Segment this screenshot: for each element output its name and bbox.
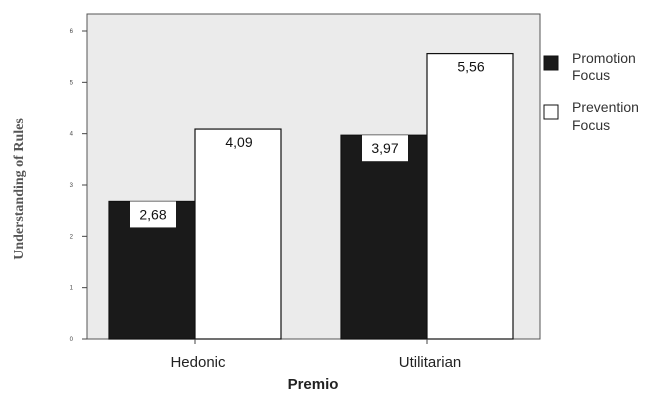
- x-axis-title: Premio: [288, 376, 339, 393]
- data-label-box: [130, 201, 176, 228]
- y-tick-label: 5: [70, 80, 74, 86]
- legend-label-promotion-line1: Promotion: [572, 50, 636, 66]
- data-label: 4,09: [225, 134, 252, 150]
- y-tick-label: 2: [70, 234, 74, 240]
- legend-label-prevention-line2: Focus: [572, 117, 610, 133]
- y-tick-label: 1: [70, 286, 74, 292]
- y-axis: 0 1 2 3 4 5 6: [70, 29, 87, 343]
- legend-swatch-prevention: [543, 104, 559, 120]
- legend-label-promotion-line2: Focus: [572, 67, 610, 83]
- y-axis-title: Understanding of Rules: [12, 118, 27, 260]
- y-tick-label: 0: [70, 337, 74, 343]
- bar-promotion-utilitarian: [340, 134, 428, 340]
- legend-swatch-promotion: [543, 55, 559, 71]
- y-tick-label: 3: [70, 183, 74, 189]
- x-category-label: Hedonic: [170, 354, 226, 371]
- x-category-label: Utilitarian: [399, 354, 462, 371]
- data-label: 3,97: [371, 140, 398, 156]
- bar-prevention-hedonic: [194, 128, 282, 340]
- data-label-box: [362, 135, 408, 162]
- data-label: 5,56: [457, 59, 484, 75]
- x-axis: Hedonic Utilitarian: [170, 339, 461, 371]
- legend-label-prevention-line1: Prevention: [572, 99, 639, 115]
- data-labels: 2,68 4,09 3,97 5,56: [130, 59, 485, 228]
- y-tick-label: 4: [70, 132, 74, 138]
- y-tick-label: 6: [70, 29, 74, 35]
- data-label: 2,68: [139, 206, 166, 222]
- legend: Promotion Focus Prevention Focus: [543, 50, 639, 133]
- bar-prevention-utilitarian: [426, 52, 514, 340]
